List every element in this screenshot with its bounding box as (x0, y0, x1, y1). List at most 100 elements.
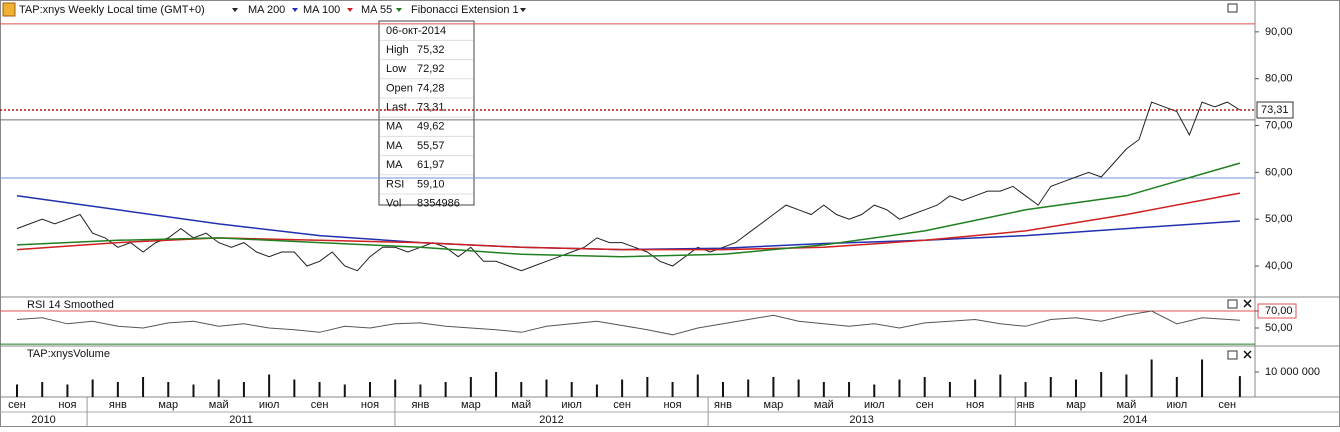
volume-bar (1238, 376, 1241, 397)
x-tick-label: янв (109, 399, 127, 411)
x-tick-label: янв (714, 399, 732, 411)
x-tick-label: май (209, 399, 229, 411)
volume-bar (999, 374, 1002, 397)
tooltip-label: RSI (386, 178, 404, 190)
x-tick-label: янв (411, 399, 429, 411)
volume-bar (923, 377, 926, 397)
volume-bar (469, 377, 472, 397)
tooltip-label: Low (386, 63, 406, 75)
volume-bar (1100, 372, 1103, 397)
volume-bar (444, 382, 447, 397)
volume-bar (1150, 359, 1153, 397)
tooltip-value: 8354986 (417, 198, 460, 210)
tooltip-label: Open (386, 82, 413, 94)
volume-bar (646, 377, 649, 397)
tooltip-date: 06-окт-2014 (386, 25, 446, 37)
tooltip-value: 55,57 (417, 140, 445, 152)
x-tick-label: май (1116, 399, 1136, 411)
x-tick-label: сен (1218, 399, 1236, 411)
volume-bar (671, 382, 674, 397)
volume-bar (368, 382, 371, 397)
last-price-box (1256, 101, 1294, 119)
x-tick-label: май (814, 399, 834, 411)
series-line (16, 162, 1241, 258)
volume-bar (848, 382, 851, 397)
volume-bar (419, 384, 422, 397)
volume-bar (772, 377, 775, 397)
x-tick-label: сен (916, 399, 934, 411)
x-tick-label: июл (561, 399, 582, 411)
x-tick-label: июл (1167, 399, 1188, 411)
year-label: 2011 (229, 414, 253, 426)
maximize-button[interactable] (1227, 299, 1238, 309)
volume-bar (1074, 379, 1077, 397)
level-label-box (1257, 303, 1297, 319)
volume-bar (268, 374, 271, 397)
volume-bar (545, 379, 548, 397)
symbol-title[interactable]: TAP:xnys Weekly Local time (GMT+0) (19, 4, 205, 16)
tooltip-value: 59,10 (417, 178, 445, 190)
panel-title: RSI 14 Smoothed (27, 299, 114, 311)
x-tick-label: май (511, 399, 531, 411)
y-tick-label: 40,00 (1265, 260, 1293, 272)
series-line (16, 310, 1240, 336)
y-tick-label: 50,00 (1265, 322, 1293, 334)
year-label: 2013 (849, 414, 873, 426)
tooltip-value: 72,92 (417, 63, 445, 75)
volume-bar (898, 379, 901, 397)
volume-bar (41, 382, 44, 397)
y-tick-label: 80,00 (1265, 73, 1293, 85)
volume-bar (948, 382, 951, 397)
dropdown-arrow (292, 8, 298, 12)
tooltip-label: MA (386, 140, 403, 152)
tooltip-value: 74,28 (417, 82, 445, 94)
fib-title[interactable]: Fibonacci Extension 1 (411, 4, 519, 16)
x-tick-label: мар (158, 399, 178, 411)
last-price-label: 73,31 (1261, 104, 1289, 116)
volume-bar (696, 374, 699, 397)
volume-bar (747, 379, 750, 397)
year-label: 2012 (539, 414, 563, 426)
x-tick-label: сен (311, 399, 329, 411)
volume-bar (1049, 377, 1052, 397)
volume-bar (66, 384, 69, 397)
x-tick-label: ноя (361, 399, 379, 411)
dropdown-arrow (396, 8, 402, 12)
dropdown-arrow[interactable] (520, 8, 526, 12)
volume-bar (495, 372, 498, 397)
y-tick-label: 70,00 (1265, 305, 1293, 317)
volume-bar (621, 379, 624, 397)
dropdown-arrow (347, 8, 353, 12)
tooltip-value: 73,31 (417, 102, 445, 114)
series-line (16, 101, 1241, 272)
x-tick-label: ноя (966, 399, 984, 411)
volume-bar (116, 382, 119, 397)
volume-bar (242, 382, 245, 397)
maximize-button[interactable] (1227, 350, 1238, 360)
x-tick-label: сен (8, 399, 26, 411)
y-tick-label: 70,00 (1265, 119, 1293, 131)
legend-entry: MA 200 (248, 4, 285, 16)
volume-bar (15, 384, 18, 397)
x-tick-label: мар (461, 399, 481, 411)
dropdown-arrow[interactable] (232, 8, 238, 12)
tooltip-value: 49,62 (417, 121, 445, 133)
tooltip-value: 75,32 (417, 44, 445, 56)
close-button[interactable] (1243, 299, 1252, 308)
legend-entry: MA 55 (361, 4, 392, 16)
x-tick-label: янв (1017, 399, 1035, 411)
volume-bar (91, 379, 94, 397)
y-tick-label: 50,00 (1265, 213, 1293, 225)
year-label: 2014 (1123, 414, 1147, 426)
volume-bar (520, 382, 523, 397)
tooltip-label: High (386, 44, 409, 56)
volume-bar (1201, 359, 1204, 397)
symbol-icon[interactable] (2, 2, 16, 17)
close-button[interactable] (1243, 350, 1252, 359)
volume-bar (142, 377, 145, 397)
volume-bar (318, 382, 321, 397)
maximize-button[interactable] (1227, 3, 1238, 13)
volume-bar (797, 379, 800, 397)
